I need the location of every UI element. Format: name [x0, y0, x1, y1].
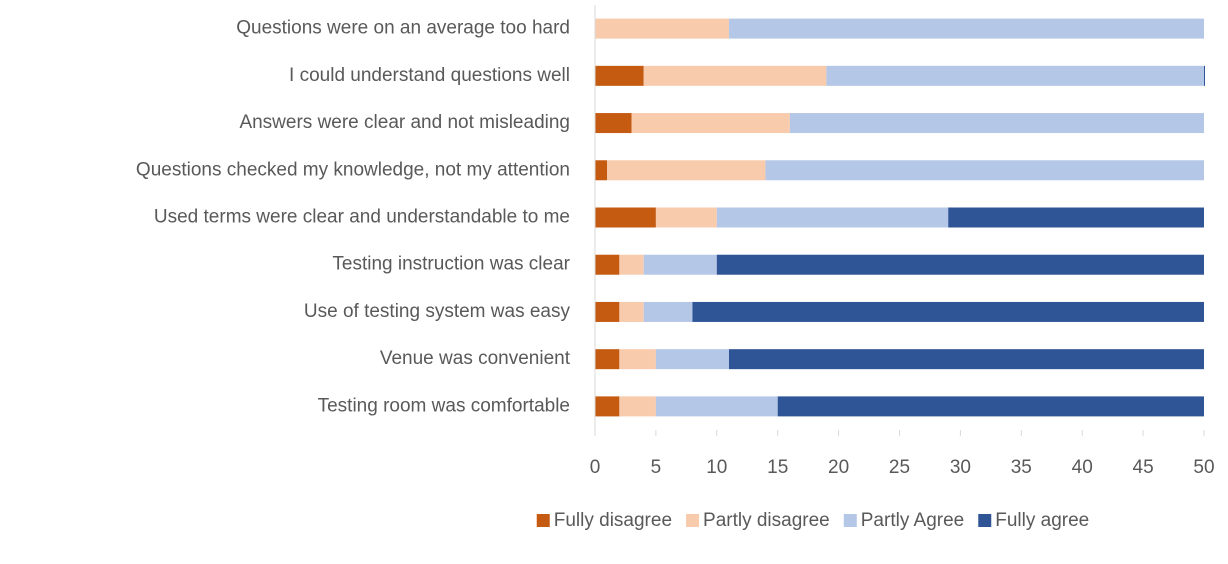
bar-segment — [948, 207, 1204, 228]
bar-segment — [643, 254, 717, 275]
y-tick-label: I could understand questions well — [289, 65, 570, 86]
y-tick-label: Answers were clear and not misleading — [239, 112, 570, 133]
bar-segment — [595, 160, 608, 181]
bar-segment — [595, 18, 729, 39]
bar-segment — [716, 254, 1204, 275]
bar-segment — [619, 396, 656, 417]
y-tick-label: Use of testing system was easy — [304, 301, 571, 322]
bar-segment — [1204, 65, 1205, 86]
x-tick-label: 45 — [1133, 457, 1154, 478]
bar-segment — [728, 18, 1204, 39]
bar-segment — [643, 65, 827, 86]
x-tick-label: 30 — [950, 457, 971, 478]
y-tick-label: Questions were on an average too hard — [236, 18, 570, 39]
bar-segment — [595, 65, 644, 86]
legend-label: Partly Agree — [861, 510, 965, 531]
legend-swatch — [686, 514, 700, 527]
legend-label: Fully agree — [995, 510, 1089, 531]
bar-segment — [595, 396, 620, 417]
bar-segment — [765, 160, 1204, 181]
bar-segment — [607, 160, 766, 181]
y-tick-label: Testing instruction was clear — [332, 254, 570, 275]
bar-segment — [619, 349, 656, 370]
bar-segment — [777, 396, 1204, 417]
legend-label: Fully disagree — [554, 510, 672, 531]
x-tick-label: 15 — [767, 457, 788, 478]
x-tick-label: 40 — [1072, 457, 1093, 478]
bar-segment — [643, 301, 693, 322]
bar-segment — [595, 349, 620, 370]
y-tick-label: Venue was convenient — [380, 348, 571, 369]
x-tick-label: 5 — [651, 457, 662, 478]
x-tick-label: 10 — [706, 457, 727, 478]
legend-swatch — [843, 514, 857, 527]
bar-segment — [655, 207, 717, 228]
bar-segment — [595, 207, 656, 228]
bar-segment — [631, 113, 790, 134]
bar-segment — [692, 301, 1204, 322]
legend-swatch — [978, 514, 992, 527]
bar-segment — [716, 207, 949, 228]
bar-segment — [595, 301, 620, 322]
legend-label: Partly disagree — [703, 510, 830, 531]
x-tick-label: 20 — [828, 457, 849, 478]
legend-swatch — [536, 514, 550, 527]
bar-segment — [789, 113, 1204, 134]
plot-area — [595, 18, 1205, 417]
y-tick-label: Questions checked my knowledge, not my a… — [136, 159, 570, 180]
bar-segment — [728, 349, 1204, 370]
bar-segment — [655, 396, 778, 417]
bar-segment — [826, 65, 1204, 86]
y-tick-label: Used terms were clear and understandable… — [154, 207, 570, 228]
x-tick-label: 25 — [889, 457, 910, 478]
bar-segment — [655, 349, 729, 370]
bar-segment — [595, 254, 620, 275]
x-tick-label: 50 — [1193, 457, 1214, 478]
bar-segment — [595, 113, 632, 134]
x-tick-label: 0 — [590, 457, 601, 478]
y-tick-label: Testing room was comfortable — [318, 395, 570, 416]
x-tick-label: 35 — [1011, 457, 1032, 478]
bar-segment — [619, 301, 644, 322]
bar-segment — [619, 254, 644, 275]
